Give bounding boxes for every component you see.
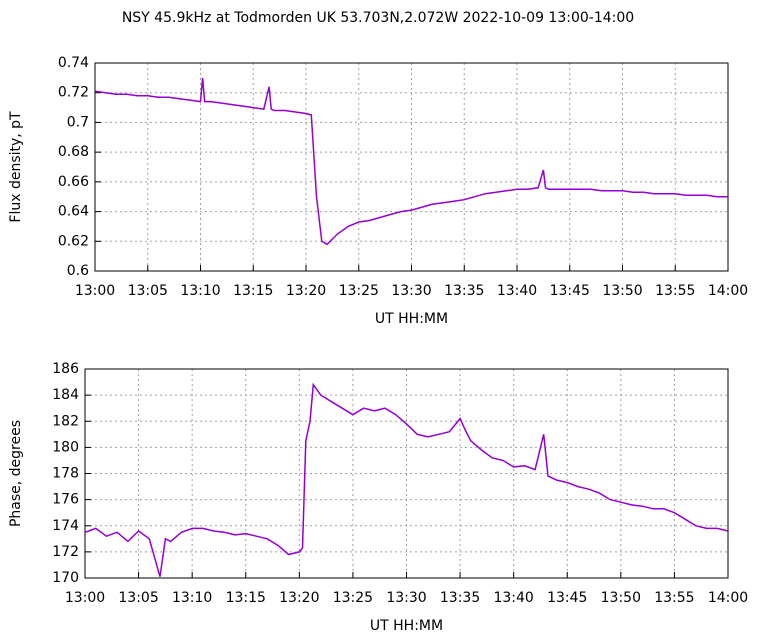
plot-frame	[94, 62, 729, 272]
x-tick-label: 14:00	[708, 283, 748, 299]
y-tick-label: 0.62	[58, 233, 89, 249]
x-tick-label: 13:40	[497, 283, 537, 299]
y-tick-label: 0.72	[58, 85, 89, 101]
data-line	[94, 77, 728, 246]
y-tick-label: 0.6	[67, 263, 89, 279]
x-tick-label: 13:50	[601, 590, 641, 606]
y-tick-label: 0.74	[58, 55, 89, 71]
x-tick-label: 13:00	[65, 590, 105, 606]
y-axis-label: Flux density, pT	[8, 111, 24, 223]
x-tick-label: 13:25	[333, 590, 373, 606]
y-tick-label: 176	[52, 492, 79, 508]
x-tick-label: 13:05	[118, 590, 158, 606]
x-tick-label: 13:30	[386, 590, 426, 606]
x-tick-label: 13:20	[286, 283, 326, 299]
x-tick-label: 13:45	[550, 283, 590, 299]
y-tick-label: 0.68	[58, 144, 89, 160]
y-tick-label: 178	[52, 466, 79, 482]
x-axis-label: UT HH:MM	[375, 311, 448, 327]
data-line	[84, 382, 729, 577]
y-tick-label: 180	[52, 439, 79, 455]
x-tick-label: 13:30	[391, 283, 431, 299]
plot-frame	[84, 368, 729, 579]
y-tick-label: 174	[52, 518, 79, 534]
y-tick-label: 182	[52, 413, 79, 429]
y-tick-label: 0.7	[67, 114, 89, 130]
x-tick-label: 13:20	[279, 590, 319, 606]
x-tick-label: 13:15	[226, 590, 266, 606]
x-tick-label: 13:55	[655, 283, 695, 299]
x-tick-label: 13:40	[493, 590, 533, 606]
x-tick-label: 13:15	[233, 283, 273, 299]
y-axis-label: Phase, degrees	[8, 420, 24, 527]
x-tick-label: 13:35	[444, 283, 484, 299]
y-tick-label: 172	[52, 544, 79, 560]
y-tick-label: 184	[52, 387, 79, 403]
x-axis-label: UT HH:MM	[370, 618, 443, 634]
x-tick-label: 14:00	[708, 590, 748, 606]
x-tick-label: 13:00	[75, 283, 115, 299]
chart-title: NSY 45.9kHz at Todmorden UK 53.703N,2.07…	[122, 10, 634, 26]
x-tick-label: 13:10	[172, 590, 212, 606]
y-tick-label: 0.64	[58, 204, 89, 220]
x-tick-label: 13:35	[440, 590, 480, 606]
y-tick-label: 0.66	[58, 174, 89, 190]
y-tick-label: 186	[52, 361, 79, 377]
x-tick-label: 13:25	[339, 283, 379, 299]
x-tick-label: 13:50	[602, 283, 642, 299]
x-tick-label: 13:05	[128, 283, 168, 299]
x-tick-label: 13:55	[654, 590, 694, 606]
y-tick-label: 170	[52, 570, 79, 586]
x-tick-label: 13:45	[547, 590, 587, 606]
x-tick-label: 13:10	[180, 283, 220, 299]
